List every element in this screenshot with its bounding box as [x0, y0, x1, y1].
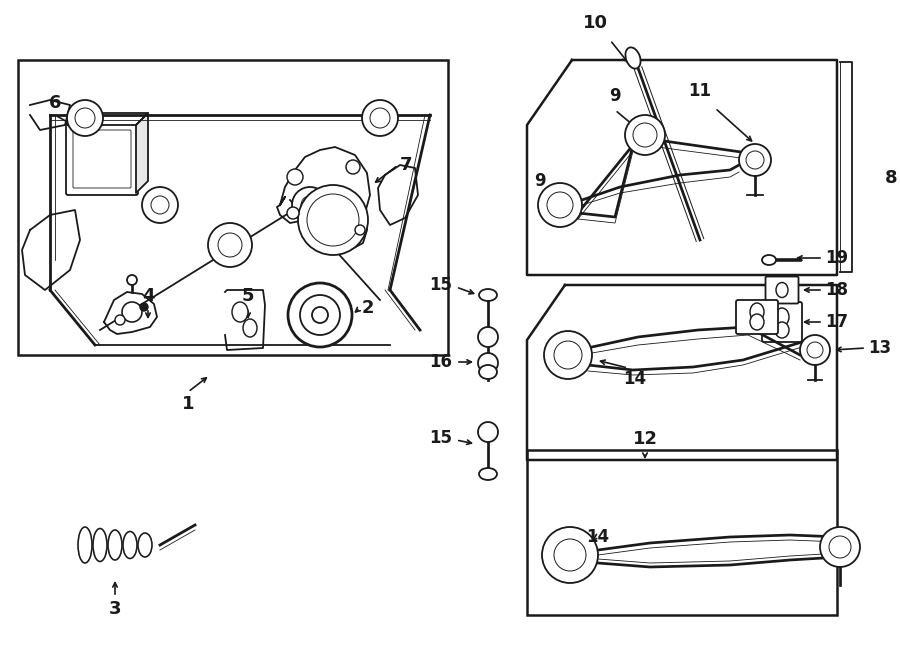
- Circle shape: [478, 353, 498, 373]
- Text: 14: 14: [587, 528, 609, 546]
- FancyBboxPatch shape: [736, 300, 778, 334]
- Circle shape: [746, 151, 764, 169]
- Text: 9: 9: [535, 172, 545, 190]
- Circle shape: [288, 283, 352, 347]
- Circle shape: [67, 100, 103, 136]
- Ellipse shape: [775, 322, 789, 338]
- Ellipse shape: [479, 468, 497, 480]
- Polygon shape: [277, 147, 370, 250]
- Circle shape: [554, 341, 582, 369]
- Text: 8: 8: [885, 169, 897, 187]
- Circle shape: [301, 196, 319, 214]
- Ellipse shape: [479, 365, 497, 379]
- Circle shape: [292, 187, 328, 223]
- Text: 15: 15: [429, 276, 452, 294]
- Polygon shape: [68, 113, 148, 125]
- Circle shape: [115, 315, 125, 325]
- Text: 10: 10: [582, 14, 608, 32]
- Circle shape: [298, 185, 368, 255]
- Circle shape: [151, 196, 169, 214]
- Text: 14: 14: [624, 370, 646, 388]
- Circle shape: [287, 207, 299, 219]
- Circle shape: [312, 307, 328, 323]
- Text: 11: 11: [688, 82, 712, 100]
- Text: 6: 6: [49, 94, 61, 112]
- Text: 7: 7: [400, 156, 412, 174]
- Circle shape: [122, 302, 142, 322]
- Text: 4: 4: [142, 287, 154, 305]
- Circle shape: [538, 183, 582, 227]
- Circle shape: [807, 342, 823, 358]
- Circle shape: [478, 327, 498, 347]
- Circle shape: [346, 160, 360, 174]
- Ellipse shape: [243, 319, 257, 337]
- Circle shape: [478, 422, 498, 442]
- Circle shape: [218, 233, 242, 257]
- Polygon shape: [527, 60, 837, 275]
- Circle shape: [554, 539, 586, 571]
- Ellipse shape: [138, 533, 152, 557]
- Text: 1: 1: [182, 395, 194, 413]
- Circle shape: [287, 169, 303, 185]
- Circle shape: [820, 527, 860, 567]
- Circle shape: [362, 100, 398, 136]
- Text: 2: 2: [362, 299, 374, 317]
- Circle shape: [142, 187, 178, 223]
- Polygon shape: [378, 165, 418, 225]
- Circle shape: [544, 331, 592, 379]
- Ellipse shape: [775, 308, 789, 326]
- Circle shape: [542, 527, 598, 583]
- Ellipse shape: [123, 531, 137, 559]
- Text: 5: 5: [242, 287, 254, 305]
- Bar: [18, 60, 448, 355]
- Ellipse shape: [750, 303, 764, 321]
- Text: 12: 12: [633, 430, 658, 448]
- Circle shape: [355, 225, 365, 235]
- FancyBboxPatch shape: [73, 130, 131, 188]
- Ellipse shape: [479, 289, 497, 301]
- Polygon shape: [136, 113, 148, 193]
- Polygon shape: [527, 285, 837, 460]
- Circle shape: [300, 295, 340, 335]
- Polygon shape: [225, 290, 265, 350]
- Circle shape: [127, 275, 137, 285]
- Circle shape: [739, 144, 771, 176]
- Text: 18: 18: [825, 281, 848, 299]
- Text: 3: 3: [109, 600, 122, 618]
- Ellipse shape: [626, 48, 641, 69]
- Circle shape: [75, 108, 95, 128]
- Circle shape: [625, 115, 665, 155]
- Circle shape: [633, 123, 657, 147]
- Circle shape: [140, 303, 148, 311]
- Text: 9: 9: [609, 87, 621, 105]
- Polygon shape: [30, 100, 70, 130]
- Circle shape: [208, 223, 252, 267]
- Text: 19: 19: [825, 249, 848, 267]
- Ellipse shape: [776, 282, 788, 297]
- Circle shape: [829, 536, 851, 558]
- Text: 17: 17: [825, 313, 848, 331]
- Circle shape: [370, 108, 390, 128]
- Polygon shape: [104, 292, 157, 334]
- Ellipse shape: [108, 530, 122, 560]
- Polygon shape: [22, 210, 80, 290]
- Ellipse shape: [78, 527, 92, 563]
- Ellipse shape: [93, 529, 107, 561]
- Ellipse shape: [762, 255, 776, 265]
- Text: 13: 13: [868, 339, 891, 357]
- Text: 16: 16: [429, 353, 452, 371]
- Circle shape: [307, 194, 359, 246]
- Bar: [527, 450, 837, 615]
- FancyBboxPatch shape: [766, 276, 798, 303]
- Text: 15: 15: [429, 429, 452, 447]
- Circle shape: [547, 192, 573, 218]
- Circle shape: [800, 335, 830, 365]
- Ellipse shape: [232, 302, 248, 322]
- FancyBboxPatch shape: [66, 123, 138, 195]
- Ellipse shape: [750, 314, 764, 330]
- FancyBboxPatch shape: [762, 302, 802, 342]
